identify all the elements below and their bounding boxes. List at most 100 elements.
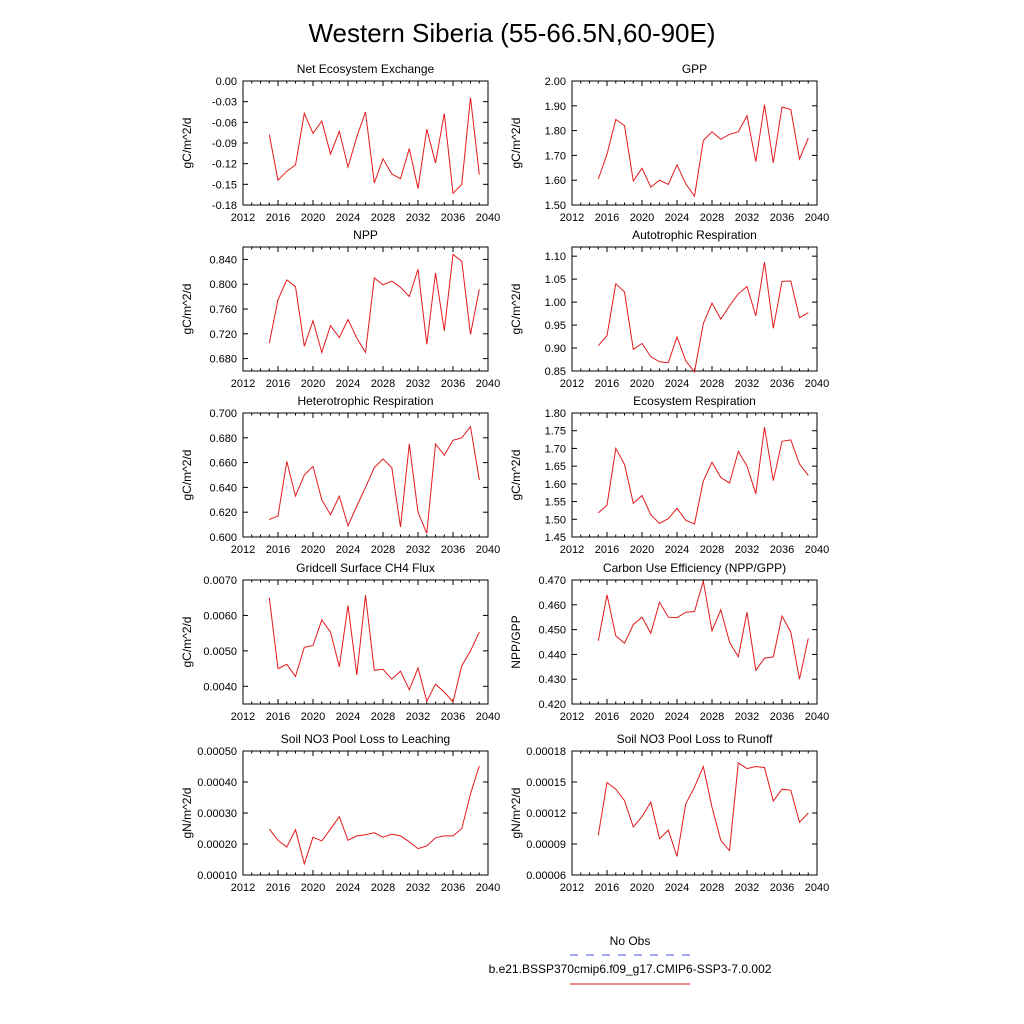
y-axis-label: gN/m^2/d: [509, 788, 523, 839]
x-tick-label: 2036: [441, 212, 465, 224]
y-tick-label: 0.420: [538, 699, 566, 711]
panel-3: Autotrophic Respiration 2012 2016 2020 2024 2…: [509, 228, 829, 390]
panel-title: Heterotrophic Respiration: [297, 394, 433, 408]
x-tick-label: 2036: [770, 882, 794, 894]
x-tick-label: 2024: [665, 711, 689, 723]
plot-frame: [571, 246, 818, 372]
y-tick-label: 1.60: [545, 175, 566, 187]
x-tick-label: 2032: [406, 882, 430, 894]
y-tick-label: 0.760: [209, 304, 237, 316]
y-axis-label: NPP/GPP: [509, 615, 523, 668]
x-tick-label: 2036: [770, 378, 794, 390]
y-tick-label: 0.00015: [526, 777, 566, 789]
x-tick-label: 2028: [700, 544, 724, 556]
y-tick-label: 1.80: [545, 408, 566, 420]
series-line: [597, 762, 809, 857]
plot-frame: [242, 750, 489, 876]
x-tick-label: 2036: [770, 711, 794, 723]
y-tick-label: 1.45: [545, 532, 566, 544]
x-tick-label: 2012: [560, 711, 584, 723]
x-tick-label: 2032: [735, 378, 759, 390]
x-tick-label: 2028: [700, 378, 724, 390]
x-tick-label: 2020: [301, 212, 325, 224]
x-tick-label: 2024: [665, 544, 689, 556]
y-tick-label: 0.640: [209, 482, 237, 494]
x-tick-label: 2028: [700, 882, 724, 894]
y-tick-label: 0.800: [209, 279, 237, 291]
x-tick-label: 2032: [406, 711, 430, 723]
panel-title: Autotrophic Respiration: [632, 228, 757, 242]
x-tick-label: 2028: [371, 711, 395, 723]
y-tick-label: 0.0040: [203, 681, 237, 693]
y-tick-label: 0.00040: [197, 777, 237, 789]
x-tick-label: 2012: [560, 544, 584, 556]
legend-label-model: b.e21.BSSP370cmip6.f09_g17.CMIP6-SSP3-7.…: [489, 962, 772, 976]
series-line: [597, 104, 809, 198]
legend-label-no-obs: No Obs: [610, 934, 651, 948]
y-tick-label: 0.840: [209, 254, 237, 266]
plot-frame: [571, 412, 818, 538]
x-tick-label: 2020: [630, 212, 654, 224]
x-tick-label: 2024: [336, 212, 360, 224]
x-tick-label: 2032: [406, 544, 430, 556]
series-line: [597, 581, 809, 680]
y-tick-label: 0.00009: [526, 839, 566, 851]
series-line: [268, 595, 480, 703]
x-tick-label: 2040: [476, 378, 500, 390]
x-tick-label: 2020: [630, 711, 654, 723]
y-tick-label: 0.90: [545, 343, 566, 355]
series-line: [269, 425, 480, 534]
y-tick-label: 0.620: [209, 507, 237, 519]
x-tick-label: 2012: [560, 882, 584, 894]
x-tick-label: 2016: [595, 882, 619, 894]
series-line: [597, 262, 809, 374]
y-tick-label: 0.00010: [197, 870, 237, 882]
y-axis-label: gC/m^2/d: [180, 450, 194, 501]
y-tick-label: 1.70: [545, 443, 566, 455]
y-tick-label: 1.60: [545, 479, 566, 491]
x-tick-label: 2012: [560, 212, 584, 224]
x-tick-label: 2024: [665, 882, 689, 894]
x-tick-label: 2016: [266, 882, 290, 894]
y-tick-label: 0.680: [209, 433, 237, 445]
y-axis-label: gC/m^2/d: [180, 617, 194, 668]
x-tick-label: 2028: [700, 212, 724, 224]
x-tick-label: 2028: [371, 544, 395, 556]
x-tick-label: 2012: [231, 544, 255, 556]
x-tick-label: 2040: [805, 378, 829, 390]
plot-frame: [571, 80, 818, 206]
x-tick-label: 2028: [371, 378, 395, 390]
y-tick-label: 2.00: [545, 76, 566, 88]
series-line: [268, 765, 480, 866]
x-tick-label: 2040: [476, 711, 500, 723]
x-tick-label: 2040: [805, 882, 829, 894]
y-tick-label: 1.00: [545, 297, 566, 309]
y-tick-label: 0.720: [209, 329, 237, 341]
y-tick-label: -0.15: [212, 179, 237, 191]
y-tick-label: -0.12: [212, 159, 237, 171]
y-axis-label: gC/m^2/d: [509, 450, 523, 501]
x-tick-label: 2012: [231, 711, 255, 723]
x-tick-label: 2020: [630, 882, 654, 894]
y-axis-label: gC/m^2/d: [509, 118, 523, 169]
x-tick-label: 2032: [735, 711, 759, 723]
plot-frame: [571, 750, 818, 876]
plot-frame: [242, 412, 489, 538]
panel-title: GPP: [682, 62, 707, 76]
y-tick-label: -0.03: [212, 97, 237, 109]
x-tick-label: 2012: [231, 212, 255, 224]
y-tick-label: 0.460: [538, 600, 566, 612]
x-tick-label: 2024: [665, 378, 689, 390]
y-axis-label: gC/m^2/d: [180, 284, 194, 335]
y-tick-label: 0.450: [538, 625, 566, 637]
panel-title: Soil NO3 Pool Loss to Runoff: [617, 732, 774, 746]
x-tick-label: 2020: [301, 378, 325, 390]
y-tick-label: 0.00030: [197, 808, 237, 820]
y-tick-label: -0.09: [212, 138, 237, 150]
y-tick-label: 0.00012: [526, 808, 566, 820]
x-tick-label: 2024: [336, 544, 360, 556]
x-tick-label: 2028: [700, 711, 724, 723]
y-tick-label: 1.75: [545, 426, 566, 438]
x-tick-label: 2020: [301, 711, 325, 723]
